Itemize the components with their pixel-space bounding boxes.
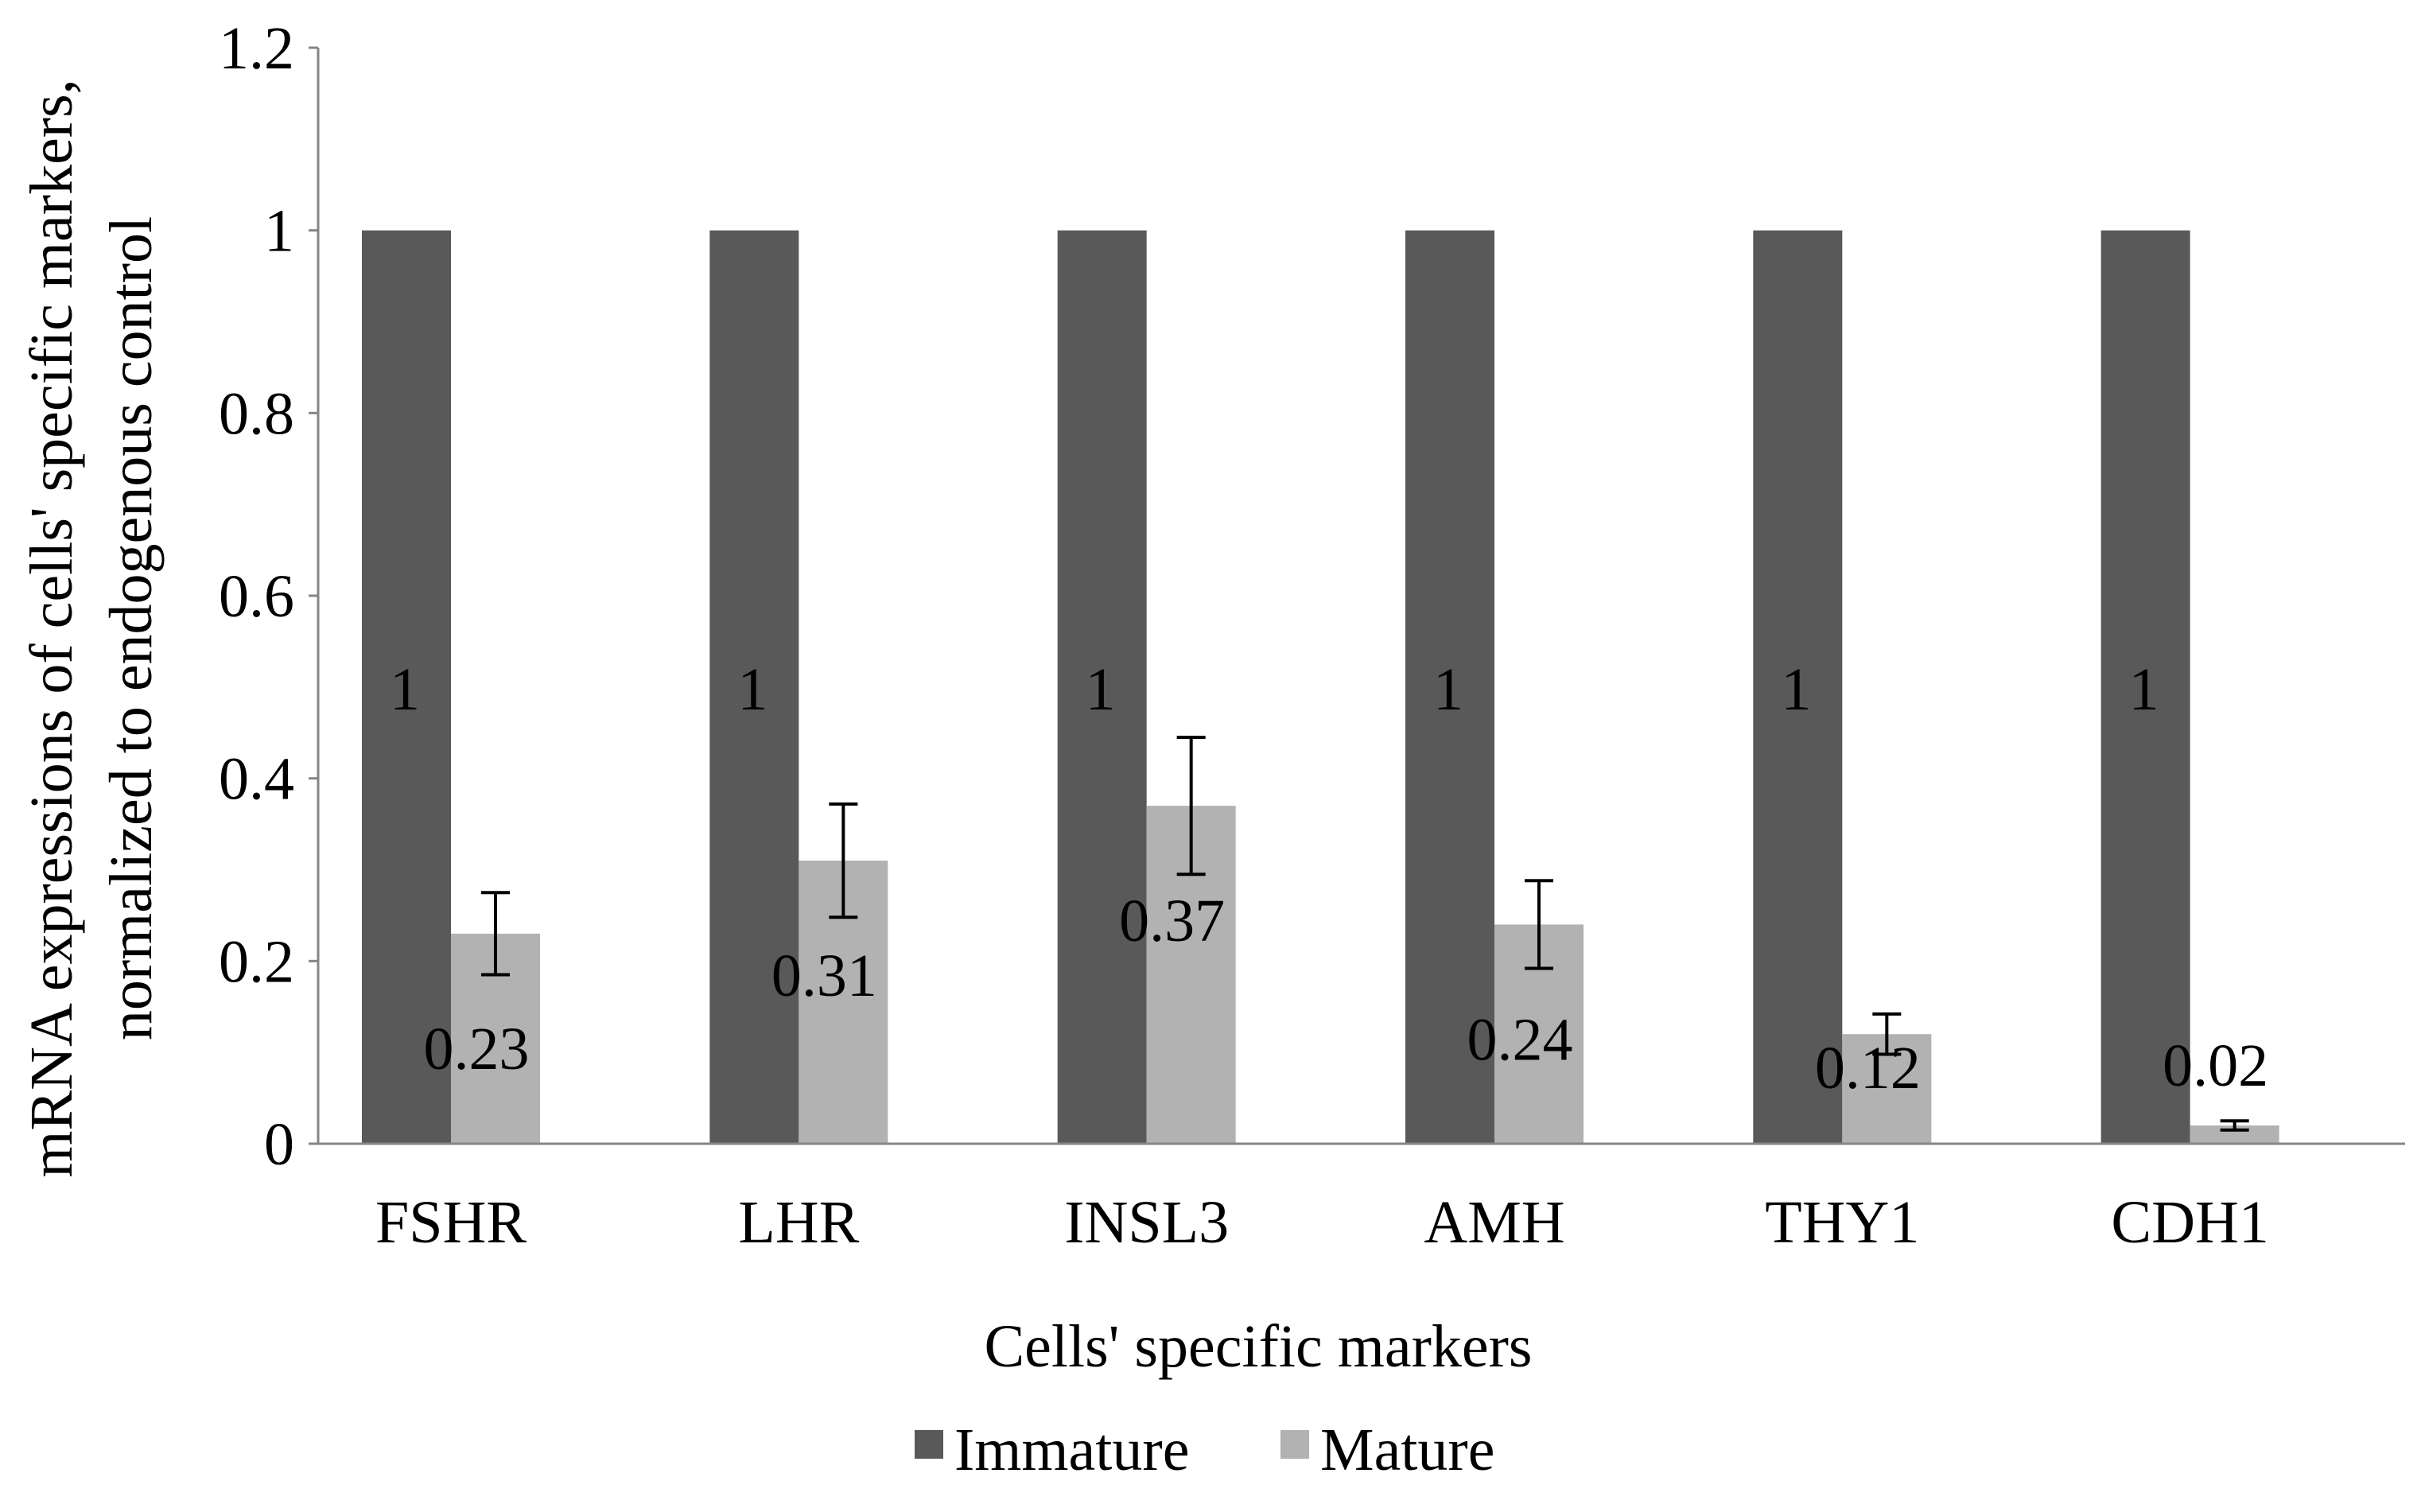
legend-swatch-mature [1280,1430,1309,1459]
y-tick-label: 1.2 [219,15,294,82]
y-axis-title: mRNA expressions of cells' specific mark… [18,79,165,1177]
data-label-mature: 0.24 [1467,1006,1573,1073]
y-tick-label: 0.2 [219,928,294,995]
data-label-mature: 0.12 [1815,1035,1921,1102]
data-label-immature: 1 [2129,656,2159,723]
legend-swatch-immature [915,1430,943,1459]
data-label-mature: 0.02 [2163,1032,2268,1099]
y-axis-title-line-1: mRNA expressions of cells' specific mark… [18,79,85,1177]
category-label: THY1 [1765,1189,1919,1256]
bar-immature-lhr [709,230,799,1145]
data-label-immature: 1 [1086,656,1116,723]
bars: 1 0.23 1 0.31 1 0.37 1 0.24 1 0.12 1 0.02 [362,230,2279,1145]
y-tick-label: 1 [264,198,294,265]
data-label-mature: 0.23 [424,1016,530,1082]
data-label-immature: 1 [390,656,420,723]
bar-immature-insl3 [1057,230,1147,1145]
data-label-immature: 1 [737,656,767,723]
y-axis-ticks: 0 0.2 0.4 0.6 0.8 1 1.2 [219,15,318,1178]
data-label-immature: 1 [1781,656,1811,723]
axes [317,48,2405,1145]
category-label: AMH [1424,1189,1564,1256]
bar-immature-amh [1405,230,1494,1145]
legend-label-mature: Mature [1320,1417,1494,1483]
data-label-mature: 0.37 [1119,888,1225,954]
category-label: FSHR [375,1189,527,1256]
category-label: LHR [738,1189,859,1256]
data-label-mature: 0.31 [771,943,877,1009]
y-tick-label: 0.8 [219,380,294,447]
legend: Immature Mature [915,1417,1494,1483]
y-axis-title-line-2: normalized to endogenous control [98,216,165,1040]
bar-immature-fshr [362,230,451,1145]
category-label: INSL3 [1064,1189,1229,1256]
y-tick-label: 0.4 [219,746,294,813]
bar-mature-cdh1 [2190,1125,2279,1144]
x-axis-title: Cells' specific markers [984,1313,1532,1380]
data-label-immature: 1 [1433,656,1463,723]
category-labels: FSHR LHR INSL3 AMH THY1 CDH1 [375,1189,2269,1256]
y-tick-label: 0.6 [219,563,294,630]
category-label: CDH1 [2111,1189,2268,1256]
legend-label-immature: Immature [954,1417,1189,1483]
bar-immature-thy1 [1753,230,1843,1145]
y-tick-label: 0 [264,1111,294,1178]
bar-immature-cdh1 [2100,230,2190,1145]
